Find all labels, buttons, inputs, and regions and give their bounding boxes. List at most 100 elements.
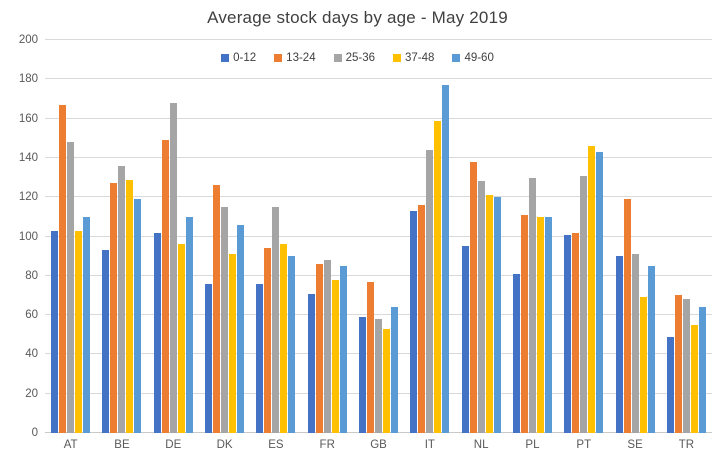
chart-title: Average stock days by age - May 2019 (207, 8, 508, 27)
bar-IT-37-48 (434, 120, 442, 433)
legend-marker-icon (274, 54, 283, 62)
legend-marker-icon (393, 54, 402, 62)
bar-GB-13-24 (367, 281, 375, 433)
bar-DK-25-36 (221, 207, 229, 433)
legend-label: 0-12 (233, 52, 257, 64)
bar-FR-13-24 (315, 264, 323, 433)
bar-TR-13-24 (674, 295, 682, 433)
bar-IT-25-36 (426, 150, 434, 433)
legend-marker-icon (452, 54, 461, 62)
bar-group-BE (96, 40, 147, 433)
bar-FR-25-36 (323, 260, 331, 433)
bar-SE-0-12 (615, 256, 623, 433)
bar-PL-13-24 (520, 214, 528, 433)
bar-DK-37-48 (229, 254, 237, 433)
chart-legend: 0-12 13-24 25-36 37-48 49-60 (0, 52, 715, 64)
bar-BE-13-24 (110, 183, 118, 433)
x-axis-label-DE: DE (165, 439, 182, 451)
x-axis-label-FR: FR (319, 439, 335, 451)
bar-DE-49-60 (185, 216, 193, 433)
bar-ES-0-12 (256, 283, 264, 433)
legend-item-0-12: 0-12 (221, 52, 256, 64)
bar-group-PT (558, 40, 609, 433)
bar-AT-49-60 (83, 216, 91, 433)
bar-BE-0-12 (102, 250, 110, 433)
bar-PT-49-60 (596, 152, 604, 433)
x-axis-label-NL: NL (473, 439, 489, 451)
bar-DK-0-12 (205, 283, 213, 433)
bar-GB-37-48 (383, 328, 391, 433)
x-axis-label-DK: DK (216, 439, 233, 451)
gridline (45, 39, 712, 40)
legend-label: 13-24 (286, 52, 316, 64)
bar-TR-25-36 (682, 299, 690, 433)
legend-label: 37-48 (405, 52, 435, 64)
gridline (45, 78, 712, 80)
bar-NL-37-48 (485, 195, 493, 433)
legend-item-49-60: 49-60 (452, 52, 494, 64)
bar-FR-37-48 (331, 279, 339, 433)
bar-group-FR (302, 40, 353, 433)
legend-marker-icon (221, 54, 230, 62)
bar-AT-0-12 (51, 230, 59, 433)
bar-PT-13-24 (572, 232, 580, 433)
bar-DE-25-36 (169, 102, 177, 433)
bar-PT-25-36 (580, 175, 588, 433)
bar-SE-37-48 (639, 297, 647, 433)
bar-IT-13-24 (418, 205, 426, 433)
y-tick-label: 200 (18, 34, 38, 46)
bar-TR-49-60 (698, 307, 706, 433)
legend-item-13-24: 13-24 (274, 52, 316, 64)
bar-NL-0-12 (461, 246, 469, 433)
bar-SE-49-60 (647, 265, 655, 433)
legend-label: 25-36 (345, 52, 376, 64)
bar-NL-25-36 (477, 181, 485, 433)
legend-item-37-48: 37-48 (393, 52, 434, 64)
bar-group-DK (199, 40, 250, 433)
bar-BE-37-48 (126, 179, 134, 433)
bar-PT-0-12 (564, 234, 572, 433)
bar-DE-0-12 (153, 232, 161, 433)
gridline (45, 117, 712, 119)
x-axis-label-IT: IT (424, 439, 435, 451)
x-axis-label-AT: AT (63, 439, 78, 451)
bar-SE-25-36 (631, 254, 639, 433)
bar-AT-25-36 (67, 142, 75, 433)
x-axis-label-ES: ES (268, 439, 284, 451)
y-tick-label: 100 (18, 230, 38, 243)
x-axis-label-TR: TR (678, 439, 695, 451)
x-axis-labels: AT BE DE DK ES FR GB IT NL PL PT SE TR (45, 439, 712, 451)
y-tick-label: 0 (31, 427, 38, 439)
y-tick-label: 40 (25, 348, 38, 361)
x-axis-label-BE: BE (114, 439, 130, 451)
gridline (45, 156, 712, 158)
bar-PT-37-48 (588, 146, 596, 433)
bar-ES-37-48 (280, 244, 288, 433)
bar-DK-13-24 (213, 185, 221, 433)
bar-groups (45, 40, 712, 433)
bar-group-DE (148, 40, 199, 433)
bar-group-ES (250, 40, 301, 433)
y-tick-label: 160 (18, 112, 38, 125)
gridline (45, 235, 712, 237)
y-tick-label: 80 (25, 269, 38, 282)
bar-DE-37-48 (177, 244, 185, 433)
bar-group-SE (609, 40, 660, 433)
bar-FR-0-12 (307, 293, 315, 433)
bar-PL-25-36 (528, 177, 536, 433)
bar-IT-0-12 (410, 210, 418, 433)
y-tick-label: 180 (18, 73, 38, 86)
legend-item-25-36: 25-36 (333, 52, 376, 64)
bar-DE-13-24 (161, 140, 169, 433)
bar-TR-37-48 (690, 324, 698, 433)
gridline (45, 196, 712, 198)
y-tick-label: 20 (25, 387, 38, 400)
gridline (45, 274, 712, 276)
gridline (45, 314, 712, 316)
bar-group-NL (456, 40, 507, 433)
x-axis-label-SE: SE (627, 439, 643, 451)
bar-GB-0-12 (359, 317, 367, 433)
bar-PL-49-60 (544, 216, 552, 433)
bar-ES-49-60 (288, 256, 296, 433)
